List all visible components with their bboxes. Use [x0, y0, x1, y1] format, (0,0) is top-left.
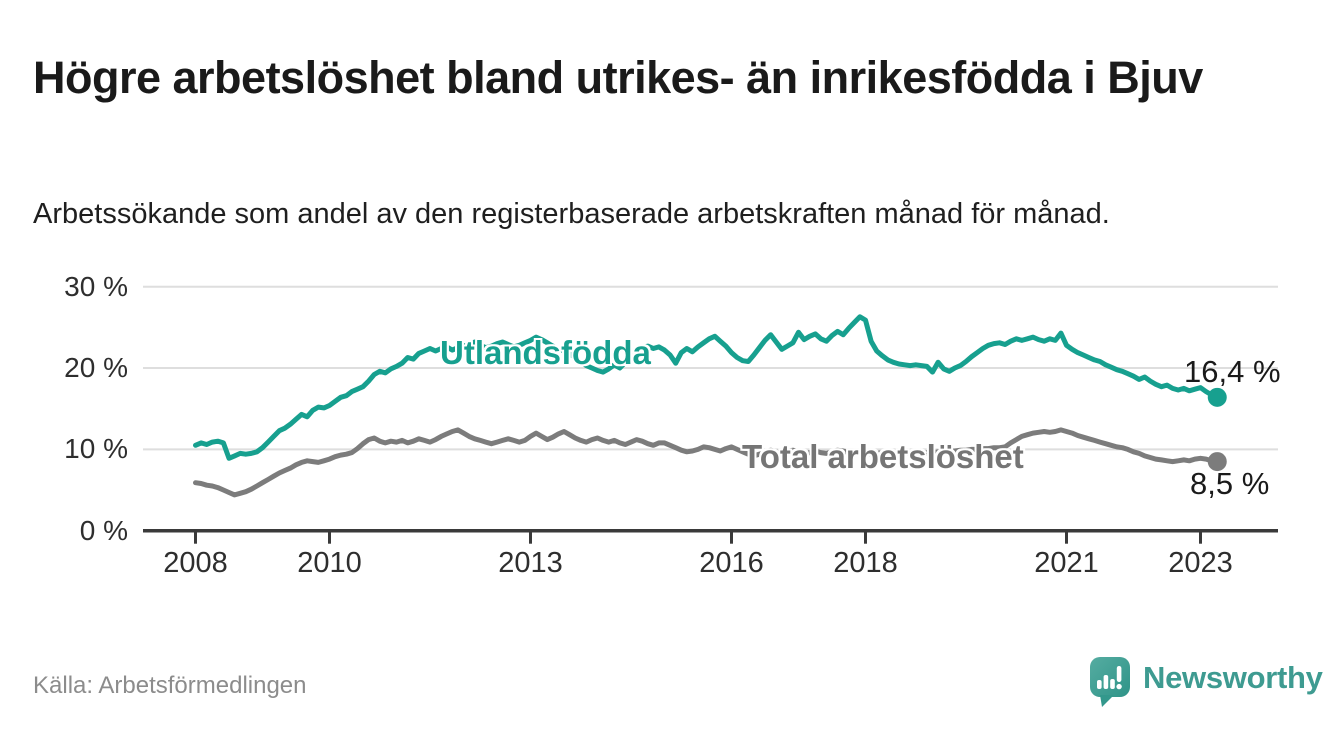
- newsworthy-logo-text: Newsworthy: [1143, 660, 1323, 695]
- page-title: Högre arbetslöshet bland utrikes- än inr…: [33, 52, 1203, 104]
- y-tick-label: 30 %: [64, 270, 128, 302]
- x-tick-label: 2016: [699, 547, 764, 579]
- series-end-dot: [1207, 452, 1227, 472]
- end-value-label-utlandsfodda: 16,4 %: [1184, 354, 1281, 389]
- chart-subtitle: Arbetssökande som andel av den registerb…: [33, 198, 1110, 230]
- newsworthy-logo: Newsworthy: [1089, 656, 1323, 708]
- y-tick-label: 10 %: [64, 433, 128, 465]
- series-end-dot: [1207, 387, 1227, 407]
- x-tick-label: 2018: [833, 547, 898, 579]
- newsworthy-logo-icon: [1090, 657, 1130, 707]
- x-tick-label: 2010: [297, 547, 362, 579]
- x-tick-label: 2023: [1168, 547, 1233, 579]
- series-label-utlandsfodda: Utlandsfödda: [440, 334, 651, 371]
- series-line-utlandsf-dda: [193, 314, 1220, 461]
- x-tick-label: 2013: [498, 547, 563, 579]
- source-credit: Källa: Arbetsförmedlingen: [33, 672, 307, 699]
- y-tick-label: 20 %: [64, 352, 128, 384]
- series-line-total-arbetsl-shet: [193, 427, 1220, 498]
- x-tick-label: 2008: [163, 547, 228, 579]
- end-value-label-total: 8,5 %: [1190, 466, 1270, 501]
- series-label-total-arbetsloshet: Total arbetslöshet: [742, 438, 1024, 475]
- y-tick-label: 0 %: [79, 514, 128, 546]
- x-tick-label: 2021: [1034, 547, 1099, 579]
